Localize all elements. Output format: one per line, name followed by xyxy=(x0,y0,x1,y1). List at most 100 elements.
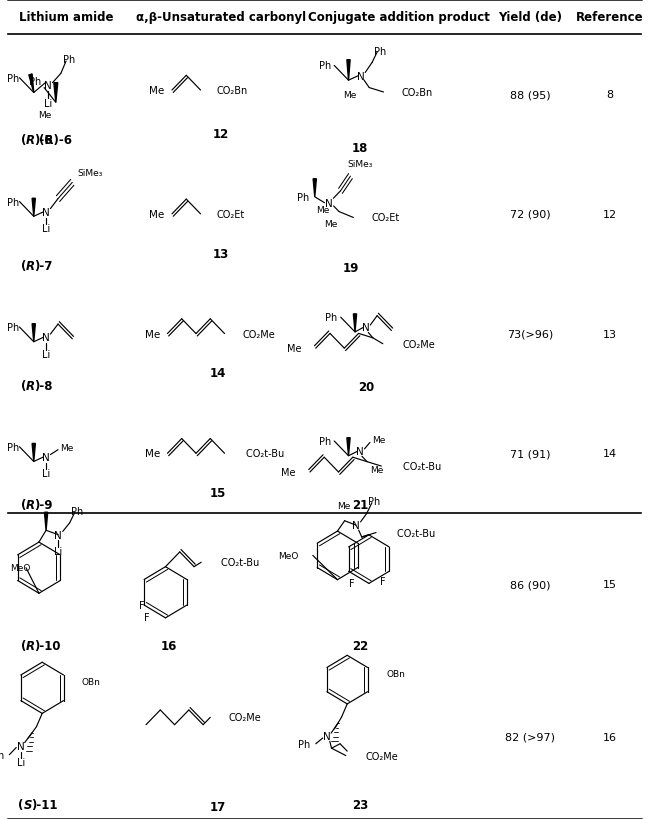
Text: Yield (de): Yield (de) xyxy=(498,11,562,24)
Text: )-6: )-6 xyxy=(34,133,53,147)
Text: R: R xyxy=(26,639,35,652)
Text: Me: Me xyxy=(343,91,356,99)
Text: Li: Li xyxy=(42,224,50,234)
Text: Me: Me xyxy=(38,111,52,120)
Polygon shape xyxy=(354,314,357,333)
Text: Li: Li xyxy=(54,546,62,556)
Text: CO₂⁠t-Bu: CO₂⁠t-Bu xyxy=(246,449,284,459)
Polygon shape xyxy=(313,179,316,197)
Text: F: F xyxy=(143,612,149,622)
Polygon shape xyxy=(54,84,58,103)
Text: Ph: Ph xyxy=(7,323,19,333)
Text: N: N xyxy=(356,447,364,457)
Text: CO₂Et: CO₂Et xyxy=(371,213,400,223)
Text: Me: Me xyxy=(145,449,160,459)
Text: Ph: Ph xyxy=(319,61,331,71)
Text: CO₂Me: CO₂Me xyxy=(365,751,398,761)
Text: )-11: )-11 xyxy=(31,798,58,811)
Text: R: R xyxy=(26,133,35,147)
Text: 12: 12 xyxy=(602,210,617,219)
Text: CO₂Bn: CO₂Bn xyxy=(402,88,433,97)
Text: N: N xyxy=(323,731,331,741)
Text: α,β-Unsaturated carbonyl: α,β-Unsaturated carbonyl xyxy=(136,11,306,24)
Text: Me: Me xyxy=(149,210,164,219)
Text: Me: Me xyxy=(372,436,386,445)
Text: MeO: MeO xyxy=(278,551,299,560)
Text: MeO: MeO xyxy=(10,563,30,572)
Text: 13: 13 xyxy=(212,247,229,260)
Text: CO₂Me: CO₂Me xyxy=(402,339,435,349)
Text: R: R xyxy=(26,379,35,392)
Text: 16: 16 xyxy=(160,639,177,652)
Text: Ph: Ph xyxy=(319,437,331,446)
Text: N: N xyxy=(362,324,369,333)
Text: Ph: Ph xyxy=(297,192,310,202)
Polygon shape xyxy=(32,324,35,342)
Text: SiMe₃: SiMe₃ xyxy=(77,169,103,178)
Text: Me: Me xyxy=(145,329,160,339)
Text: 21: 21 xyxy=(352,499,369,512)
Text: (: ( xyxy=(21,639,26,652)
Text: (R)-6: (R)-6 xyxy=(39,133,71,147)
Text: 71 (91): 71 (91) xyxy=(509,449,550,459)
Text: 15: 15 xyxy=(209,486,226,500)
Text: Me: Me xyxy=(281,468,296,477)
Text: F: F xyxy=(349,579,354,589)
Polygon shape xyxy=(347,438,350,456)
Text: CO₂Bn: CO₂Bn xyxy=(217,86,248,96)
Text: CO₂Me: CO₂Me xyxy=(243,329,275,339)
Text: CO₂⁠t-Bu: CO₂⁠t-Bu xyxy=(221,558,259,568)
Text: 88 (95): 88 (95) xyxy=(509,90,550,100)
Text: )-9: )-9 xyxy=(34,499,53,512)
Text: N: N xyxy=(42,208,50,218)
Text: 16: 16 xyxy=(602,732,617,742)
Text: OBn: OBn xyxy=(386,669,405,677)
Text: 12: 12 xyxy=(212,128,229,141)
Text: Conjugate addition product: Conjugate addition product xyxy=(308,11,490,24)
Text: (: ( xyxy=(21,260,26,273)
Text: N: N xyxy=(55,530,62,540)
Text: Ph: Ph xyxy=(374,47,386,57)
Text: Ph: Ph xyxy=(7,442,19,452)
Text: )-10: )-10 xyxy=(34,639,60,652)
Text: (: ( xyxy=(21,379,26,392)
Text: N: N xyxy=(357,72,365,82)
Text: N: N xyxy=(42,333,50,343)
Text: 14: 14 xyxy=(209,367,226,380)
Text: Ph: Ph xyxy=(62,55,75,65)
Text: CO₂⁠t-Bu: CO₂⁠t-Bu xyxy=(397,528,435,538)
Text: N: N xyxy=(44,81,52,91)
Text: Me: Me xyxy=(60,443,73,452)
Text: Me: Me xyxy=(370,466,383,475)
Text: R: R xyxy=(26,260,35,273)
Text: 8: 8 xyxy=(606,90,613,100)
Polygon shape xyxy=(44,513,48,531)
Text: 73(>96): 73(>96) xyxy=(507,329,553,339)
Text: 18: 18 xyxy=(352,142,369,155)
Text: 20: 20 xyxy=(358,381,375,394)
Text: Me: Me xyxy=(149,86,164,96)
Text: Li: Li xyxy=(17,758,25,767)
Text: Me: Me xyxy=(287,344,301,354)
Text: 13: 13 xyxy=(602,329,617,339)
Text: Ph: Ph xyxy=(7,197,19,207)
Text: N: N xyxy=(42,453,50,463)
Text: Li: Li xyxy=(44,99,52,109)
Text: Ph: Ph xyxy=(71,506,84,516)
Text: )-7: )-7 xyxy=(34,260,52,273)
Text: F: F xyxy=(380,577,386,586)
Text: CO₂Et: CO₂Et xyxy=(217,210,245,219)
Polygon shape xyxy=(29,75,34,93)
Text: 14: 14 xyxy=(602,449,617,459)
Text: 82 (>97): 82 (>97) xyxy=(505,732,555,742)
Text: Ph: Ph xyxy=(299,739,311,749)
Text: OBn: OBn xyxy=(81,677,100,686)
Polygon shape xyxy=(32,199,35,217)
Text: 19: 19 xyxy=(342,261,359,274)
Text: Ph: Ph xyxy=(369,496,381,506)
Text: Li: Li xyxy=(42,469,50,479)
Text: N: N xyxy=(325,198,333,208)
Text: 23: 23 xyxy=(352,798,369,811)
Text: 86 (90): 86 (90) xyxy=(509,579,550,590)
Text: F: F xyxy=(139,600,145,610)
